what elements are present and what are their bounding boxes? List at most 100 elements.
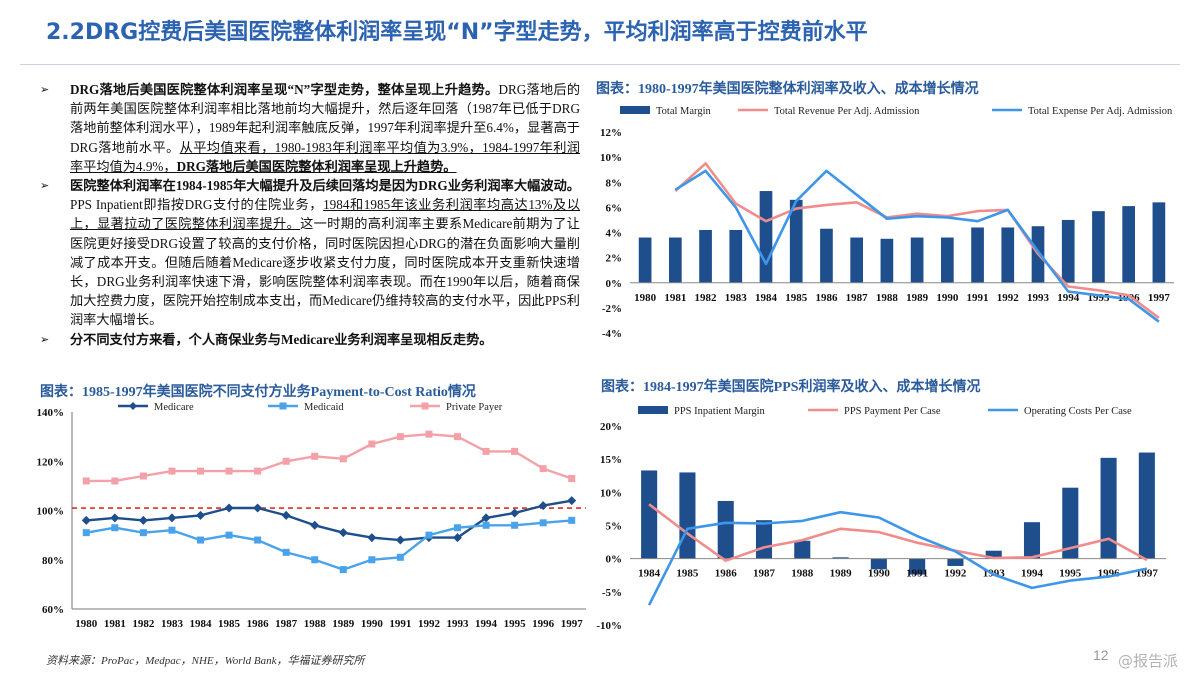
chart2-point-1-1988 [311,556,319,564]
chart1-xtick-1983: 1983 [725,292,748,304]
chart3-line-2 [647,510,1148,606]
watermark: @报告派 [1118,652,1179,670]
chart2-ytick-1: 120% [37,456,65,468]
chart1-bar-1991 [971,227,984,283]
chart2-point-0-1991 [395,535,405,545]
chart1-xtick-1984: 1984 [755,292,778,304]
chart1-bar-1996 [1122,206,1136,283]
chart2-ytick-4: 60% [42,604,64,616]
chart2-ytick-2: 100% [37,506,65,518]
chart1-xtick-1981: 1981 [664,292,686,304]
chart1-xtick-1987: 1987 [846,292,869,304]
chart2-xtick-1981: 1981 [104,618,126,630]
chart1-bar-1983 [729,229,743,283]
chart2-point-1-1997 [568,516,576,524]
chart1-title: 图表：1980-1997年美国医院整体利润率及收入、成本增长情况 [596,82,979,97]
chart2-point-2-1993 [454,433,461,441]
chart2-xtick-1993: 1993 [447,618,470,630]
chart3-ytick-2: 10% [600,487,622,499]
chart1-xtick-1992: 1992 [997,292,1020,304]
chart2-xtick-1985: 1985 [218,618,241,630]
body-text: ➢ DRG落地后美国医院整体利润率呈现“N”字型走势，整体呈现上升趋势。DRG落… [40,80,580,349]
chart1-bar-1982 [699,229,712,283]
chart3-line-1 [648,503,1148,562]
chart1-ytick-8: -4% [602,328,622,340]
chart2-point-2-1982 [139,472,147,480]
chart1-xtick-1990: 1990 [936,292,959,304]
chart2-point-1-1987 [282,548,290,556]
paragraph-2-underline: 1984和1985年该业务利润率均高达13%及以上，显著拉动了医院整体利润率提升… [70,197,581,232]
chart2-point-1-1981 [111,524,119,532]
paragraph-2-heading: 医院整体利润率在1984-1985年大幅提升及后续回落均是因为DRG业务利润率大… [70,178,580,194]
chart2-xtick-1984: 1984 [190,618,213,630]
chart2-point-2-1988 [311,452,319,460]
chart1-xtick-1988: 1988 [876,292,899,304]
chart3-xtick-1990: 1990 [868,568,891,580]
chart2-legend-marker-1 [279,402,287,410]
chart2-line-0 [86,499,572,542]
chart2-point-2-1997 [568,474,576,482]
chart1-bar-1989 [910,237,924,283]
chart2-point-0-1995 [510,508,520,518]
chart2-point-0-1980 [81,515,91,525]
paragraph-1-body: DRG落地后的前两年美国医院整体利润率相比落地前均大幅提升，然后逐年回落（198… [70,82,581,155]
chart3-bar-1997 [1138,452,1155,559]
chart1-bar-1980 [638,237,652,283]
chart3-bar-1995 [1062,487,1079,559]
chart3-ytick-5: -5% [602,587,622,599]
chart1-ytick-6: 0% [606,278,623,290]
chart1-bar-1992 [1001,227,1015,283]
chart2-point-1-1984 [197,536,204,544]
chart2-point-1-1995 [511,521,519,529]
chart3-ytick-0: 20% [600,421,622,433]
chart2-legend-label-0: Medicare [154,402,194,413]
chart1-ytick-0: 12% [600,127,622,139]
chart2-xtick-1990: 1990 [361,618,384,630]
chart3-ytick-4: 0% [606,554,623,566]
paragraph-2: ➢ 医院整体利润率在1984-1985年大幅提升及后续回落均是因为DRG业务利润… [40,176,580,330]
paragraph-1-conclusion: DRG落地后美国医院整体利润率呈现上升趋势。 [176,158,457,174]
chart2-point-1-1994 [482,521,490,529]
chart1-line-2 [674,169,1160,323]
chart3-bar-1984 [641,470,658,559]
chart2-point-0-1987 [281,510,291,520]
bullet-arrow-icon: ➢ [40,83,50,96]
chart1-bar-1984 [759,191,773,283]
chart2-xtick-1994: 1994 [475,618,498,630]
chart2-point-0-1994 [481,513,491,523]
chart3-bar-1992 [947,558,964,566]
chart1-bar-1981 [668,237,682,283]
chart3-ytick-6: -10% [596,620,622,632]
chart1-xtick-1989: 1989 [906,292,929,304]
chart2-point-2-1986 [254,467,262,475]
chart2-legend-marker-2 [421,402,429,410]
chart1-bar-1987 [850,237,864,283]
chart1-bar-1995 [1092,211,1105,283]
chart1-xtick-1985: 1985 [785,292,808,304]
chart2-point-0-1997 [567,496,577,506]
chart3-xtick-1987: 1987 [753,568,776,580]
chart2-xtick-1997: 1997 [561,618,584,630]
chart3-bar-1993 [985,550,1002,559]
chart1-legend-label-1: Total Revenue Per Adj. Admission [774,106,920,117]
chart3-bar-1987 [755,520,773,559]
chart2-point-0-1993 [453,533,462,543]
chart3-bar-1989 [832,557,849,559]
chart2-xtick-1992: 1992 [418,618,441,630]
chart2-xtick-1988: 1988 [304,618,327,630]
chart1-bar-1990 [940,237,954,283]
chart2-title: 图表：1985-1997年美国医院不同支付方业务Payment-to-Cost … [40,385,476,400]
chart1-bar-1997 [1152,202,1166,283]
chart2-line-2 [86,433,573,483]
chart3-xtick-1988: 1988 [791,568,814,580]
chart2-xtick-1995: 1995 [504,618,526,630]
chart2-point-2-1995 [511,447,519,455]
chart2-point-2-1996 [539,465,547,473]
chart3-bar-1988 [794,540,811,559]
chart1-legend-label-0: Total Margin [656,106,712,117]
chart1-xtick-1994: 1994 [1057,292,1080,304]
chart2-line-1 [86,519,572,571]
chart1-legend-label-2: Total Expense Per Adj. Admission [1028,106,1173,117]
chart2-xtick-1989: 1989 [332,618,355,630]
paragraph-1-heading: DRG落地后美国医院整体利润率呈现“N”字型走势，整体呈现上升趋势。 [70,82,499,97]
